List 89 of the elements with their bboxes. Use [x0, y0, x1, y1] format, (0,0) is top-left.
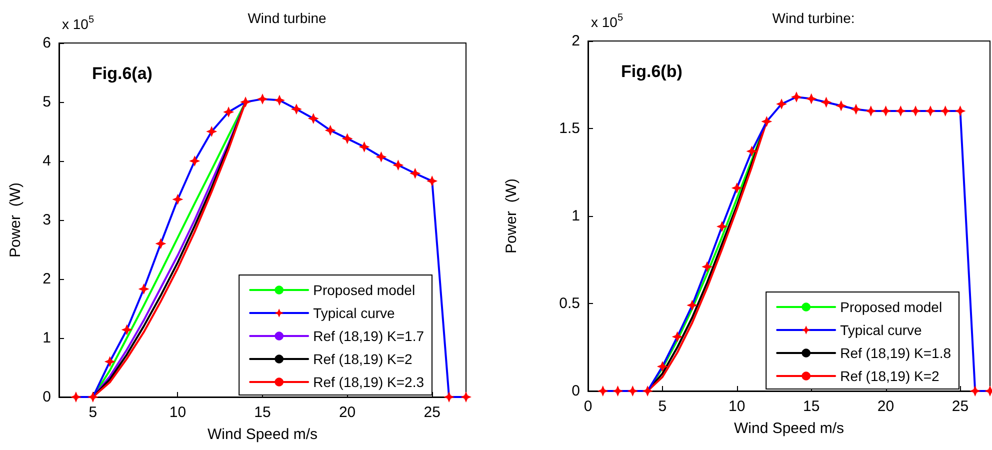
point: [820, 96, 832, 108]
point: [924, 106, 936, 116]
x-tick-label: 20: [338, 404, 356, 421]
chart-title: Wind turbine: [248, 10, 327, 26]
point: [223, 106, 234, 118]
point: [672, 331, 683, 342]
point: [172, 194, 184, 205]
point: [410, 168, 421, 179]
point: [274, 94, 285, 106]
y-tick-label: 3: [42, 212, 51, 228]
legend-label: Ref (18,19) K=2: [313, 351, 413, 367]
point: [880, 106, 892, 116]
point: [426, 176, 438, 187]
point: [138, 284, 150, 295]
point: [376, 151, 387, 162]
point: [189, 156, 200, 166]
y-tick-label: 6: [42, 34, 51, 52]
point: [954, 106, 966, 116]
point: [290, 104, 302, 115]
point: [206, 126, 218, 137]
point: [155, 238, 166, 250]
point: [686, 300, 698, 311]
legend-label: Typical curve: [313, 305, 396, 321]
legend-label: Proposed model: [840, 299, 942, 315]
point: [910, 106, 922, 116]
y-tick-label: 1: [572, 208, 580, 224]
x-tick-label: 25: [424, 404, 440, 421]
legend-label: Ref (18,19) K=1.8: [840, 345, 952, 361]
point: [806, 93, 817, 104]
point: [642, 386, 654, 396]
point: [776, 98, 788, 110]
y-tick-label: 2: [42, 270, 51, 288]
point: [121, 324, 132, 336]
x-axis-title: Wind Speed m/s: [734, 420, 844, 437]
annotation: Fig.6(a): [92, 64, 152, 83]
legend-label: Ref (18,19) K=2.3: [313, 374, 424, 390]
y-tick-label: 0.5: [559, 295, 580, 312]
x-tick-label: 5: [88, 404, 98, 421]
x-tick-label: 15: [802, 398, 820, 415]
point: [324, 124, 336, 136]
point: [342, 133, 353, 144]
point: [970, 386, 981, 396]
point: [257, 94, 268, 105]
x-tick-label: 20: [877, 398, 894, 415]
point: [790, 92, 802, 102]
x-axis-title: Wind Speed m/s: [207, 426, 318, 443]
y-tick-label: 0: [572, 382, 580, 400]
point: [761, 116, 772, 127]
x-tick-label: 25: [952, 398, 969, 415]
legend-label: Typical curve: [840, 322, 922, 338]
x-tick-label: 5: [658, 398, 667, 415]
y-tick-label: 2: [572, 32, 580, 50]
point: [746, 146, 758, 157]
legend-label: Proposed model: [313, 282, 416, 298]
legend-label: Ref (18,19) K=2: [840, 368, 940, 384]
point: [850, 104, 862, 115]
y-tick-label: 1: [42, 330, 51, 346]
point: [597, 386, 608, 396]
point: [627, 386, 638, 396]
point: [392, 160, 404, 171]
x-tick-label: 10: [169, 404, 186, 421]
point: [716, 221, 728, 232]
point: [358, 141, 370, 152]
point: [240, 96, 252, 108]
x-tick-label: 10: [728, 398, 746, 415]
point: [460, 392, 472, 402]
point: [836, 100, 847, 112]
point: [656, 361, 668, 372]
point: [104, 356, 116, 368]
point: [895, 106, 906, 116]
point: [444, 392, 455, 402]
point: [731, 182, 742, 194]
annotation: Fig.6(b): [621, 62, 682, 81]
y-axis-title: Power (W): [503, 178, 520, 254]
point: [87, 392, 98, 402]
point: [308, 113, 319, 124]
point: [612, 386, 624, 396]
chart-title: Wind turbine:: [772, 10, 855, 26]
point: [865, 106, 876, 116]
x-tick-label: 0: [584, 398, 592, 415]
x-tick-label: 15: [254, 404, 271, 421]
legend-label: Ref (18,19) K=1.7: [313, 328, 424, 344]
y-tick-label: 1.5: [559, 120, 580, 137]
y-tick-label: 4: [42, 152, 51, 170]
y-tick-label: 5: [42, 94, 51, 110]
y-axis-title: Power (W): [7, 182, 24, 258]
point: [940, 106, 951, 116]
point: [702, 261, 713, 272]
point: [70, 392, 82, 402]
